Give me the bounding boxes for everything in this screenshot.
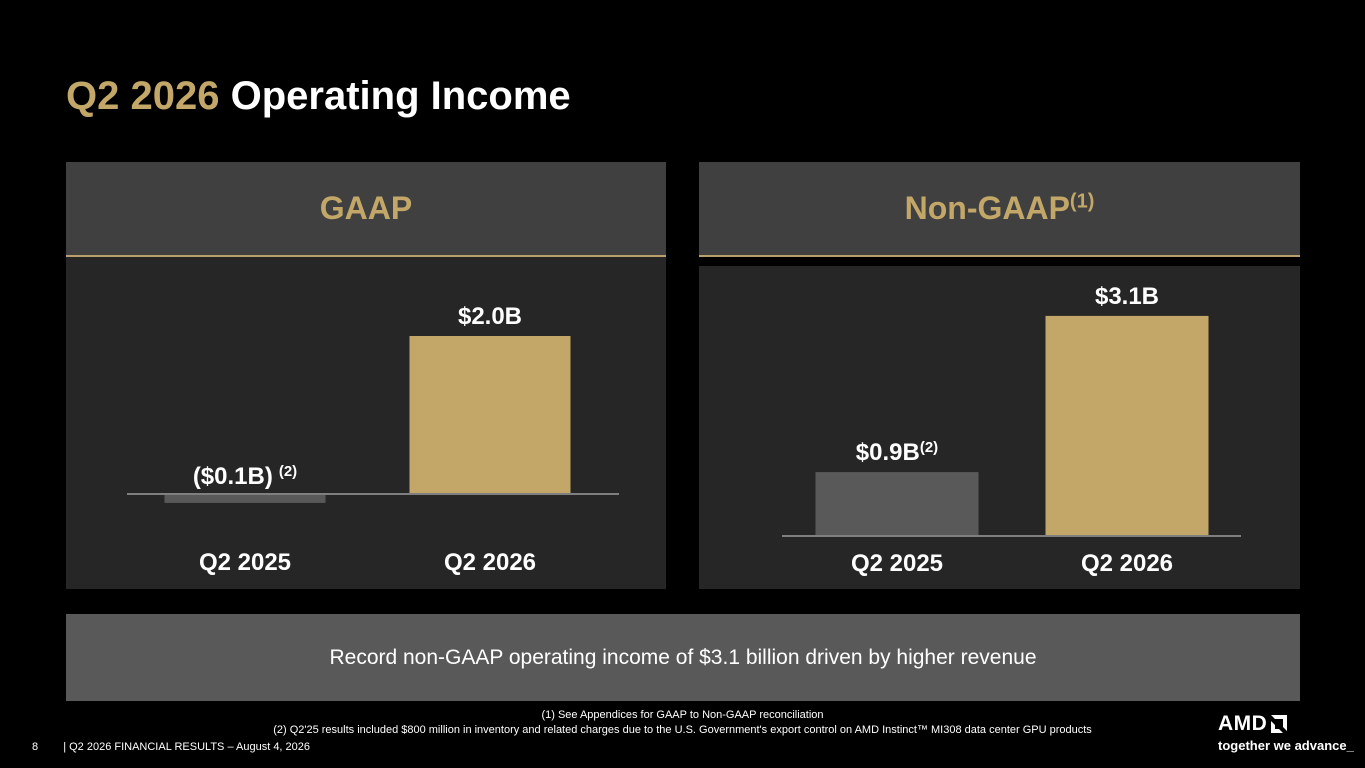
gaap-chart: ($0.1B) (2) Q2 2025 $2.0B Q2 2026 [127, 303, 619, 576]
bar-q2-2026 [1045, 315, 1209, 536]
title-highlight: Q2 2026 [66, 74, 220, 118]
logo-brand: AMD [1218, 712, 1268, 735]
nongaap-panel: Non-GAAP(1) $0.9B(2) Q2 2025 $3.1B Q2 2026 [699, 162, 1300, 589]
gaap-panel-header: GAAP [66, 162, 666, 257]
nongaap-chart: $0.9B(2) Q2 2025 $3.1B Q2 2026 [782, 283, 1241, 577]
category-label: Q2 2026 [444, 549, 536, 576]
logo-tagline: together we advance_ [1218, 738, 1354, 753]
data-label-value: $2.0B [458, 303, 522, 330]
data-label-value: ($0.1B) [193, 463, 273, 490]
nongaap-header-footnote: (1) [1069, 190, 1095, 213]
amd-arrow-icon [1271, 715, 1288, 733]
summary-banner: Record non-GAAP operating income of $3.1… [66, 614, 1300, 701]
data-label-footnote: (2) [279, 463, 297, 480]
title-main: Operating Income [230, 74, 571, 118]
category-label: Q2 2026 [1081, 550, 1173, 577]
amd-logo: AMD together we advance_ [1218, 712, 1354, 756]
gaap-chart-area: ($0.1B) (2) Q2 2025 $2.0B Q2 2026 [66, 257, 666, 589]
gaap-header-label: GAAP [319, 190, 413, 226]
nongaap-header-text: Non-GAAP [904, 190, 1070, 226]
data-label: $3.1B [1095, 283, 1159, 310]
gaap-panel: GAAP ($0.1B) (2) Q2 2025 $2.0B Q2 2026 [66, 162, 666, 589]
data-label-value: $0.9B [856, 439, 920, 466]
slide-footer: 8 | Q2 2026 FINANCIAL RESULTS – August 4… [32, 741, 310, 753]
category-label: Q2 2025 [851, 550, 943, 577]
footnotes: (1) See Appendices for GAAP to Non-GAAP … [0, 708, 1365, 738]
category-label: Q2 2025 [199, 549, 291, 576]
bar-q2-2025 [815, 472, 979, 536]
page-number: 8 [32, 741, 39, 753]
footer-separator: | [63, 741, 67, 753]
summary-text: Record non-GAAP operating income of $3.1… [329, 645, 1037, 669]
data-label-value: $3.1B [1095, 283, 1159, 310]
footer-text: Q2 2026 FINANCIAL RESULTS – August 4, 20… [69, 741, 311, 753]
data-label: $0.9B(2) [856, 439, 938, 466]
page-title: Q2 2026 Operating Income [66, 72, 571, 120]
bar-q2-2026 [409, 336, 571, 494]
data-label: $2.0B [458, 303, 522, 330]
logo-wordmark: AMD [1218, 712, 1338, 736]
nongaap-header-label: Non-GAAP(1) [905, 190, 1095, 227]
bar-q2-2025 [164, 495, 326, 503]
nongaap-panel-header: Non-GAAP(1) [699, 162, 1300, 257]
nongaap-chart-area: $0.9B(2) Q2 2025 $3.1B Q2 2026 [699, 266, 1300, 589]
footnote-1: (1) See Appendices for GAAP to Non-GAAP … [541, 709, 824, 721]
footnote-2: (2) Q2'25 results included $800 million … [273, 724, 1092, 736]
data-label: ($0.1B) (2) [193, 463, 297, 490]
data-label-footnote: (2) [920, 439, 938, 456]
